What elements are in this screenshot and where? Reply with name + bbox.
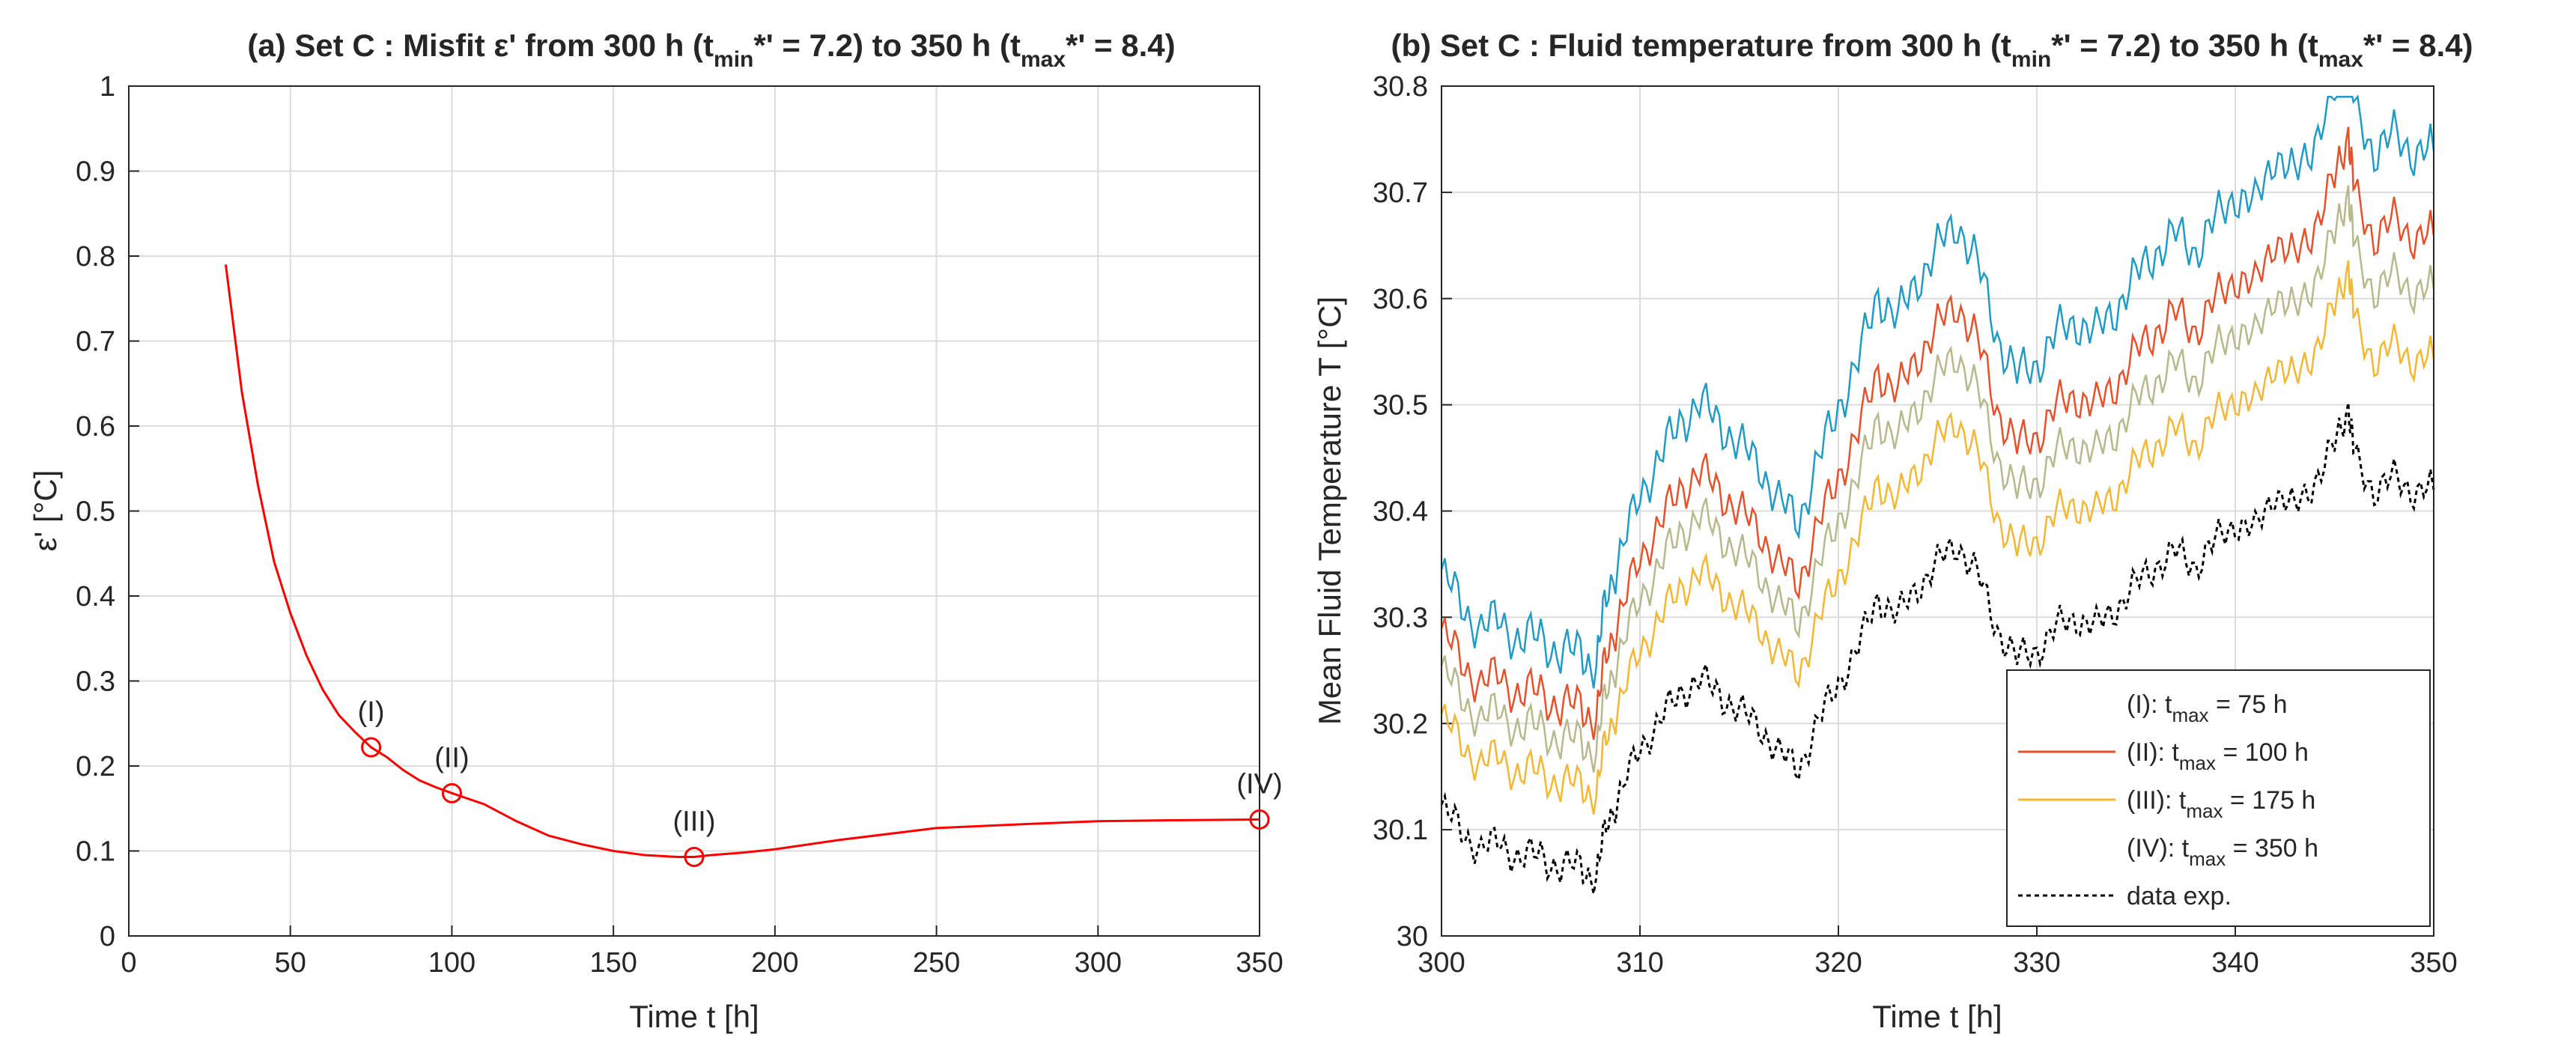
panel-b-x-tick-label: 330 [2013,947,2060,979]
panel-a-y-tick-label: 0.3 [76,666,115,698]
panel-a-marker-label: (IV) [1236,769,1282,800]
panel-b-legend: (I): tmax = 75 h (II): tmax = 100 h (III):… [2006,669,2431,927]
panel-b-y-tick-label: 30.1 [1373,815,1428,846]
panel-b-y-tick-label: 30.4 [1373,496,1428,528]
panel-a-x-tick-label: 100 [428,947,476,979]
panel-b-y-tick-label: 30.5 [1373,390,1428,422]
panel-a-title: (a) Set C : Misfit ε' from 300 h (tmin*'… [247,28,1175,72]
panel-b-y-tick-label: 30.8 [1373,71,1428,103]
panel-a-x-tick-label: 150 [589,947,637,979]
panel-a-x-tick-label: 300 [1075,947,1122,979]
panel-b-y-tick-label: 30 [1397,921,1428,952]
panel-b-x-tick-label: 340 [2211,947,2258,979]
legend-entry-label: (III): tmax = 175 h [2127,786,2315,822]
panel-a-y-tick-label: 0.5 [76,496,115,528]
panel-b-axes-box [1441,85,2434,937]
panel-b-x-tick-label: 310 [1616,947,1663,979]
panel-b-y-tick-label: 30.2 [1373,708,1428,740]
panel-a-marker [684,846,705,867]
panel-a-marker-label: (I) [358,696,385,728]
panel-a: (a) Set C : Misfit ε' from 300 h (tmin*'… [28,28,1284,1034]
panel-b-x-tick-label: 350 [2410,947,2457,979]
panel-b-series-line [1440,260,2435,815]
legend-entry-label: (IV): tmax = 350 h [2127,834,2318,870]
panel-a-x-tick-label: 50 [275,947,306,979]
panel-a-misfit-line [224,264,1260,858]
panel-a-marker-label: (III) [673,806,716,837]
panel-a-y-label: ε' [°C] [28,470,63,552]
panel-a-y-tick-label: 0.4 [76,581,115,612]
panel-a-x-tick-label: 0 [121,947,136,979]
panel-a-y-tick-label: 0 [100,921,115,952]
panel-a-marker [441,782,462,803]
panel-b-x-tick-label: 320 [1814,947,1862,979]
panel-a-axes-box [128,85,1260,937]
panel-a-y-tick-label: 0.2 [76,751,115,782]
panel-b-x-tick-label: 300 [1418,947,1465,979]
panel-b-series-line [1440,94,2435,689]
legend-entry-label: (II): tmax = 100 h [2127,738,2309,774]
panel-a-y-tick-label: 0.7 [76,326,115,358]
panel-a-y-tick-label: 0.9 [76,156,115,188]
panel-a-marker-label: (II) [434,742,469,773]
panel-a-y-tick-label: 0.1 [76,836,115,868]
panel-a-marker [1249,809,1270,830]
legend-entry-label: data exp. [2127,882,2232,910]
panel-a-y-tick-label: 0.6 [76,411,115,443]
panel-a-x-tick-label: 200 [751,947,798,979]
panel-b-x-label: Time t [h] [1872,999,2002,1034]
panel-b: (b) Set C : Fluid temperature from 300 h… [1312,28,2473,1034]
panel-b-y-tick-label: 30.3 [1373,602,1428,633]
panel-a-x-tick-label: 350 [1236,947,1283,979]
panel-a-x-label: Time t [h] [629,999,759,1034]
panel-b-series-line [1440,402,2435,895]
panel-a-y-tick-label: 0.8 [76,241,115,273]
legend-box [2006,669,2431,927]
panel-a-x-tick-label: 250 [913,947,960,979]
legend-entry-label: (I): tmax = 75 h [2127,690,2287,726]
panel-b-series-line [1440,127,2435,741]
panel-b-y-tick-label: 30.7 [1373,177,1428,209]
panel-b-title: (b) Set C : Fluid temperature from 300 h… [1391,28,2473,72]
panel-a-y-tick-label: 1 [100,71,115,103]
panel-b-y-label: Mean Fluid Temperature T [°C] [1312,297,1347,725]
panel-a-marker [361,737,382,758]
panel-b-y-tick-label: 30.6 [1373,284,1428,315]
panel-b-series-line [1440,185,2435,773]
